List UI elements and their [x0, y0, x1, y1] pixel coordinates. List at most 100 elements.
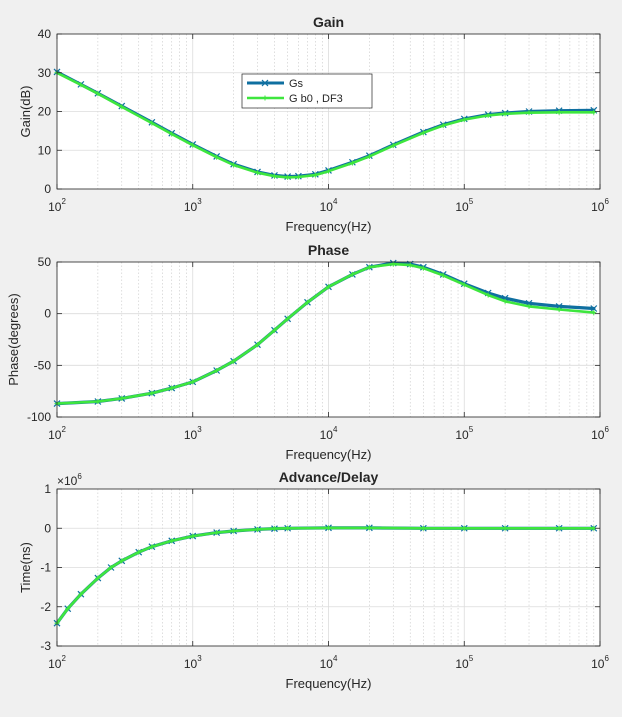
- y-tick-label: 0: [44, 182, 51, 196]
- data-point-1: [326, 168, 331, 174]
- legend-label-0: Gs: [289, 78, 304, 90]
- data-point-1: [190, 533, 196, 539]
- data-point-1: [190, 142, 196, 148]
- y-tick-label: -3: [40, 639, 51, 653]
- data-point-1: [526, 303, 532, 309]
- data-point-1: [502, 525, 508, 531]
- data-point-1: [136, 549, 142, 555]
- x-axis-label: Frequency(Hz): [286, 447, 372, 462]
- data-point-1: [214, 154, 220, 160]
- data-point-1: [349, 160, 355, 166]
- x-tick-label: 105: [455, 197, 473, 214]
- y-tick-label: -1: [40, 561, 51, 575]
- data-point-1: [255, 170, 261, 176]
- x-tick-label: 104: [320, 197, 338, 214]
- data-point-1: [349, 271, 355, 277]
- y-tick-label: 1: [44, 482, 51, 496]
- legend-label-1: G b0 , DF3: [289, 93, 343, 105]
- x-tick-label: 103: [184, 425, 202, 442]
- y-tick-label: 40: [38, 27, 52, 41]
- data-point-1: [271, 526, 277, 532]
- data-point-1: [285, 316, 291, 322]
- data-point-1: [65, 606, 71, 612]
- x-tick-label: 103: [184, 654, 202, 671]
- y-tick-label: -2: [40, 600, 51, 614]
- data-point-1: [95, 399, 101, 404]
- data-point-1: [149, 390, 155, 396]
- data-point-1: [420, 525, 426, 531]
- data-point-1: [440, 122, 446, 128]
- data-point-1: [149, 120, 155, 126]
- y-tick-label: 0: [44, 521, 51, 535]
- data-point-1: [526, 110, 532, 116]
- x-tick-label: 105: [455, 654, 473, 671]
- series-line-1: [55, 526, 596, 625]
- data-point-1: [502, 298, 508, 304]
- marker-stroke: [590, 305, 598, 312]
- x-tick-label: 103: [184, 197, 202, 214]
- data-point-1: [95, 91, 101, 97]
- y-tick-label: 10: [38, 143, 52, 157]
- data-point-1: [556, 525, 562, 531]
- data-point-1: [119, 104, 125, 110]
- data-point-1: [231, 162, 237, 168]
- data-point-1: [366, 525, 372, 531]
- data-point-1: [255, 526, 261, 532]
- data-point-1: [169, 538, 175, 544]
- data-point-1: [149, 544, 155, 550]
- data-point-1: [461, 525, 467, 531]
- data-point-1: [95, 575, 101, 581]
- data-point-1: [231, 528, 237, 534]
- y-tick-label: -100: [27, 410, 51, 424]
- x-tick-label: 102: [48, 197, 66, 214]
- data-point-1: [390, 261, 396, 267]
- data-point-1: [407, 262, 413, 268]
- x-axis-label: Frequency(Hz): [286, 676, 372, 691]
- x-tick-label: 102: [48, 425, 66, 442]
- x-tick-label: 105: [455, 425, 473, 442]
- data-point-1: [326, 525, 331, 531]
- data-point-1: [485, 292, 491, 298]
- data-point-1: [285, 174, 291, 180]
- data-point-1: [461, 282, 467, 288]
- x-tick-label: 102: [48, 654, 66, 671]
- y-tick-label: 0: [44, 307, 51, 321]
- data-point-1: [390, 143, 396, 149]
- data-point-1: [295, 174, 301, 180]
- data-point-1: [304, 299, 310, 305]
- data-point-1: [169, 385, 175, 391]
- data-point-1: [440, 272, 446, 278]
- data-point-0: [590, 305, 598, 312]
- x-tick-label: 104: [320, 654, 338, 671]
- x-tick-label: 104: [320, 425, 338, 442]
- data-point-1: [78, 82, 84, 88]
- data-point-1: [190, 379, 196, 385]
- data-point-1: [214, 530, 220, 536]
- legend-box: [241, 73, 373, 109]
- y-multiplier: ×106: [57, 472, 82, 488]
- data-point-1: [312, 172, 318, 178]
- chart-title: Advance/Delay: [279, 469, 379, 485]
- data-point-1: [420, 130, 426, 136]
- series-line-1: [55, 71, 596, 179]
- y-axis-label: Time(ns): [18, 542, 33, 593]
- data-point-1: [366, 264, 372, 270]
- data-point-1: [326, 284, 331, 290]
- data-point-1: [231, 358, 237, 364]
- chart-title: Phase: [308, 242, 349, 258]
- chart-title: Gain: [313, 14, 344, 30]
- data-point-1: [108, 565, 114, 570]
- data-point-1: [485, 112, 491, 118]
- data-point-1: [556, 109, 562, 115]
- y-axis-label: Phase(degrees): [6, 293, 21, 386]
- data-point-1: [591, 310, 597, 316]
- data-point-1: [255, 342, 261, 348]
- data-point-1: [119, 395, 125, 401]
- y-axis-label: Gain(dB): [18, 85, 33, 137]
- chart-2: -3 -2 -1 0 1 102 103 104 105 106 Advance/Delay Freq…: [18, 469, 609, 691]
- data-point-1: [169, 131, 175, 137]
- x-tick-label: 106: [591, 197, 609, 214]
- chart-1: -100 -50 0 50 102 103 104 105 106 Phase Frequency(…: [6, 242, 609, 462]
- data-point-1: [119, 558, 125, 564]
